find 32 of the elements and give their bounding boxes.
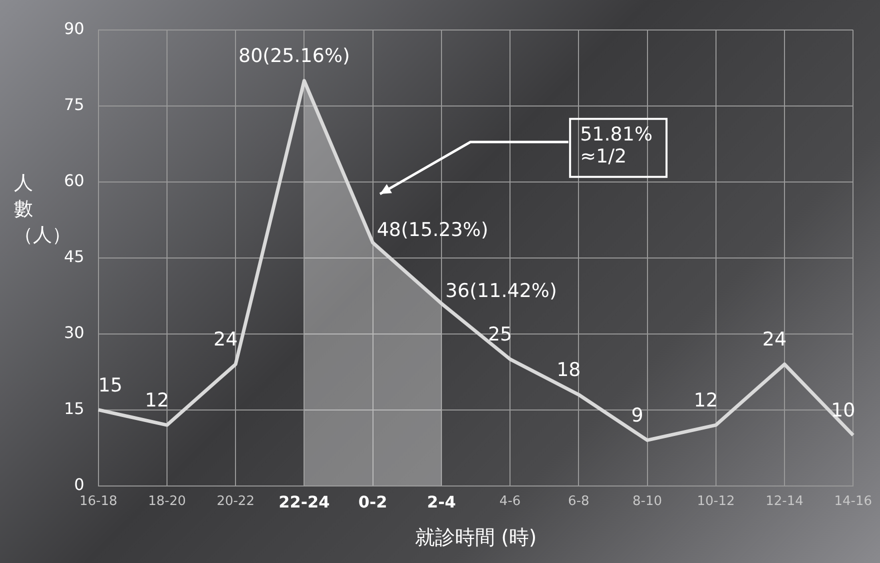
data-label: 24 bbox=[762, 328, 787, 351]
x-tick-label: 2-4 bbox=[426, 492, 456, 512]
y-tick-label: 0 bbox=[74, 474, 84, 494]
x-tick-label: 14-16 bbox=[834, 494, 872, 509]
data-label: 80(25.16%) bbox=[238, 45, 350, 68]
x-tick-label: 12-14 bbox=[766, 494, 804, 509]
data-label: 12 bbox=[144, 389, 170, 412]
x-tick-label: 22-24 bbox=[278, 492, 330, 512]
data-label: 24 bbox=[213, 328, 238, 351]
data-label: 9 bbox=[631, 404, 644, 427]
x-tick-label: 18-20 bbox=[148, 494, 186, 509]
y-tick-label: 30 bbox=[64, 323, 84, 342]
x-tick-label: 0-2 bbox=[358, 492, 388, 512]
x-tick-label: 6-8 bbox=[568, 494, 590, 509]
annotation: 51.81% ≈1/2 bbox=[580, 123, 653, 168]
y-tick-label: 45 bbox=[64, 247, 84, 266]
x-tick-label: 8-10 bbox=[632, 494, 662, 509]
x-axis-title: 就診時間 (時) bbox=[414, 525, 537, 550]
data-label: 18 bbox=[556, 359, 581, 382]
x-tick-label: 20-22 bbox=[216, 494, 254, 509]
x-tick-label: 16-18 bbox=[79, 494, 118, 509]
data-label: 10 bbox=[831, 400, 856, 422]
y-tick-label: 90 bbox=[64, 19, 84, 38]
data-label: 12 bbox=[694, 389, 718, 412]
data-label: 25 bbox=[488, 324, 512, 346]
x-tick-label: 10-12 bbox=[696, 494, 735, 509]
x-tick-label: 4-6 bbox=[499, 494, 521, 509]
data-label: 36(11.42%) bbox=[445, 280, 557, 302]
y-tick-label: 75 bbox=[64, 95, 84, 114]
data-label: 15 bbox=[98, 374, 122, 396]
y-tick-label: 15 bbox=[64, 398, 84, 418]
y-tick-label: 60 bbox=[64, 171, 84, 190]
